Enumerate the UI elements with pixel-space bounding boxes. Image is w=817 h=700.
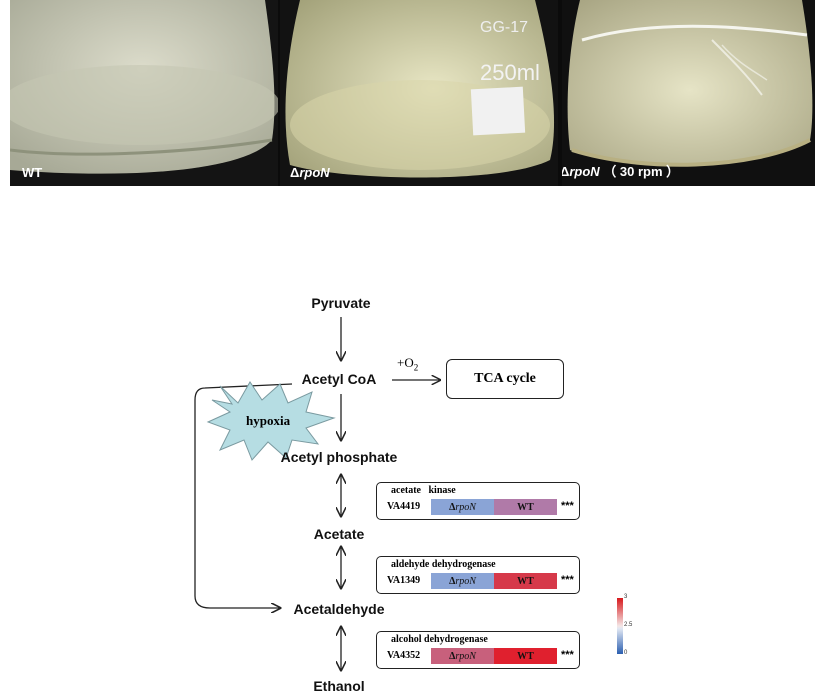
scale-max-label: 3 [624,594,628,600]
gene-title: acetate kinase [391,485,456,496]
oxygen-label: +O2 [397,355,419,373]
scale-mid-label: 2.5 [624,622,633,628]
significance-stars: *** [561,649,574,661]
significance-stars: *** [561,500,574,512]
node-pyruvate: Pyruvate [311,295,371,311]
gene-id: VA1349 [387,575,421,586]
heat-cell-wt: WT [494,648,557,664]
hypoxia-burst [206,381,336,461]
node-acetyl-coa: Acetyl CoA [301,371,377,387]
wt-label: WT [22,165,43,180]
flask-photo-strip: WT GG-17 250ml ΔrpoN [10,0,815,186]
heat-cell-wt: WT [494,499,557,515]
bypass-arrow [194,383,293,608]
pathway-diagram: Pyruvate Acetyl CoA Acetyl phosphate Ace… [0,200,817,700]
gene-title: aldehyde dehydrogenase [391,559,496,570]
flask-print-volume: 250ml [480,60,540,85]
gene-title: alcohol dehydrogenase [391,634,488,645]
rpon-30rpm-label: ΔrpoN （ 30 rpm ） [562,164,680,179]
scale-min-label: 0 [624,650,628,656]
pathway-connectors [194,317,817,700]
color-scale-bar [617,598,623,654]
significance-stars: *** [561,574,574,586]
gene-id: VA4352 [387,650,421,661]
node-acetate: Acetate [313,526,365,542]
node-acetyl-phosphate: Acetyl phosphate [280,449,398,465]
flask-photo-rpon: GG-17 250ml ΔrpoN [280,0,558,186]
gene-id: VA4419 [387,501,421,512]
hypoxia-label: hypoxia [246,413,291,428]
node-ethanol: Ethanol [313,678,365,694]
tca-cycle-box: TCA cycle [446,359,564,399]
flask-photo-rpon-30rpm: ΔrpoN （ 30 rpm ） [562,0,815,186]
flask-photo-wt: WT [10,0,278,186]
node-acetaldehyde: Acetaldehyde [293,601,385,617]
rpon-label: ΔrpoN [290,165,330,180]
flask-print-brand: GG-17 [480,19,528,36]
heat-cell-wt: WT [494,573,557,589]
